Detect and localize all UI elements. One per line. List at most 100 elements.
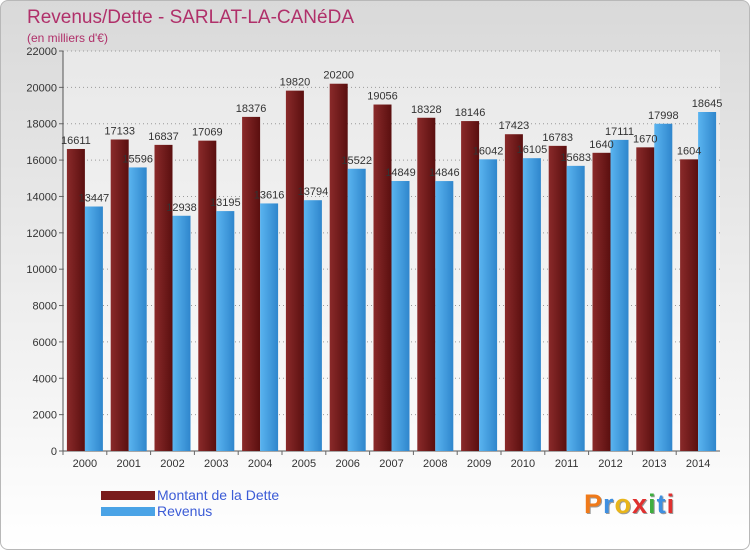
y-tick-label: 14000 — [26, 191, 57, 203]
bar-revenus-2008 — [435, 181, 454, 451]
logo-letter: x — [632, 489, 649, 519]
bar-revenus-2007 — [391, 181, 410, 451]
data-label: 16611 — [61, 135, 91, 147]
legend-item-dette: Montant de la Dette — [101, 487, 279, 503]
bar-dette-2011 — [548, 145, 567, 451]
bar-revenus-2009 — [479, 159, 498, 451]
data-label: 18146 — [455, 107, 486, 119]
data-label: 16783 — [542, 132, 573, 144]
bar-dette-2008 — [417, 117, 436, 451]
logo-letter: o — [614, 489, 633, 519]
bar-revenus-2003 — [216, 211, 235, 451]
data-label: 15683 — [560, 152, 591, 164]
bar-revenus-2006 — [347, 168, 366, 452]
data-label: 15522 — [341, 155, 372, 167]
data-label: 13794 — [298, 186, 329, 198]
x-tick-label: 2007 — [379, 458, 403, 470]
data-label: 18376 — [236, 103, 267, 115]
data-label: 1670 — [633, 133, 657, 145]
y-tick-label: 18000 — [26, 119, 57, 131]
y-tick-label: 12000 — [26, 228, 57, 240]
data-label: 14846 — [429, 167, 460, 179]
data-label: 16837 — [148, 131, 179, 143]
bar-dette-2001 — [110, 139, 129, 451]
data-label: 17111 — [605, 126, 634, 138]
data-label: 13447 — [79, 193, 110, 205]
data-label: 17423 — [499, 120, 530, 132]
x-tick-label: 2001 — [116, 458, 140, 470]
data-label: 18645 — [692, 98, 723, 110]
data-label: 15596 — [122, 153, 153, 165]
bar-dette-2007 — [373, 104, 392, 451]
bar-dette-2004 — [242, 116, 261, 452]
x-tick-label: 2009 — [467, 458, 491, 470]
bar-revenus-2014 — [698, 112, 717, 451]
data-label: 1640 — [589, 139, 613, 151]
bar-revenus-2004 — [260, 203, 279, 451]
chart-title: Revenus/Dette - SARLAT-LA-CANéDA — [27, 7, 354, 28]
logo-letter: r — [603, 489, 615, 519]
y-tick-label: 0 — [51, 446, 57, 458]
bar-dette-2013 — [636, 147, 655, 451]
x-tick-label: 2014 — [686, 458, 710, 470]
data-label: 20200 — [323, 70, 354, 82]
x-tick-label: 2002 — [160, 458, 184, 470]
legend-swatch-dette — [101, 490, 155, 500]
bar-dette-2010 — [504, 134, 523, 451]
chart-subtitle: (en milliers d'€) — [27, 31, 108, 45]
y-tick-label: 2000 — [33, 410, 57, 422]
x-tick-label: 2010 — [511, 458, 535, 470]
bar-revenus-2013 — [654, 123, 673, 451]
data-label: 19820 — [280, 77, 311, 89]
bar-revenus-2012 — [610, 139, 629, 451]
bar-dette-2005 — [285, 90, 304, 452]
bar-revenus-2000 — [84, 206, 103, 451]
y-tick-label: 22000 — [26, 46, 57, 58]
bar-revenus-2011 — [566, 165, 585, 451]
data-label: 1604 — [677, 145, 701, 157]
bar-revenus-2010 — [522, 158, 541, 451]
legend-item-revenus: Revenus — [101, 503, 279, 519]
data-label: 14849 — [385, 167, 416, 179]
x-tick-label: 2012 — [598, 458, 622, 470]
bar-dette-2012 — [592, 152, 611, 452]
bar-revenus-2005 — [303, 200, 322, 451]
logo-letter: P — [584, 489, 604, 519]
data-label: 18328 — [411, 104, 442, 116]
legend: Montant de la Dette Revenus — [101, 487, 279, 519]
x-tick-label: 2000 — [73, 458, 97, 470]
x-tick-label: 2008 — [423, 458, 447, 470]
y-tick-label: 6000 — [33, 337, 57, 349]
bar-dette-2000 — [66, 148, 85, 451]
y-tick-label: 4000 — [33, 373, 57, 385]
legend-label-revenus: Revenus — [157, 503, 213, 519]
bar-dette-2002 — [154, 144, 173, 451]
data-label: 19056 — [367, 91, 398, 103]
proxiti-logo: Proxiti — [584, 489, 675, 520]
bar-dette-2014 — [680, 159, 699, 451]
y-tick-label: 20000 — [26, 82, 57, 94]
data-label: 16105 — [517, 144, 548, 156]
y-tick-label: 8000 — [33, 301, 57, 313]
bar-dette-2003 — [198, 140, 217, 451]
data-label: 13616 — [254, 189, 285, 201]
logo-letter: i — [666, 489, 676, 519]
bar-revenus-2001 — [128, 167, 147, 451]
x-tick-label: 2005 — [292, 458, 316, 470]
x-tick-label: 2004 — [248, 458, 272, 470]
logo-letter: i — [648, 489, 657, 519]
bar-dette-2006 — [329, 83, 348, 452]
bar-revenus-2002 — [172, 215, 191, 451]
x-tick-label: 2003 — [204, 458, 228, 470]
bar-dette-2009 — [461, 121, 480, 451]
data-label: 12938 — [166, 202, 197, 214]
data-label: 17998 — [648, 110, 679, 122]
y-tick-label: 16000 — [26, 155, 57, 167]
logo-letter: t — [656, 489, 667, 519]
data-label: 16042 — [473, 145, 504, 157]
data-label: 13195 — [210, 197, 241, 209]
x-tick-label: 2013 — [642, 458, 666, 470]
legend-swatch-revenus — [101, 506, 155, 516]
